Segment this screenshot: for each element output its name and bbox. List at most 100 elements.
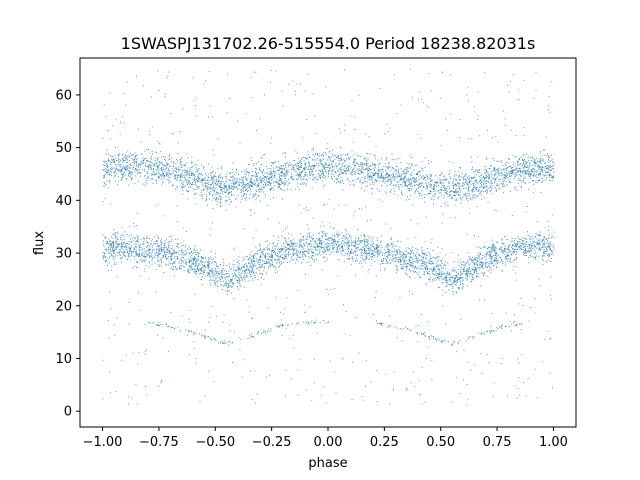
data-point: [410, 163, 412, 165]
data-point: [167, 256, 169, 258]
data-point: [421, 197, 423, 199]
data-point: [180, 161, 182, 163]
data-point: [275, 254, 276, 255]
data-point: [442, 282, 443, 284]
data-point: [509, 173, 511, 174]
data-point: [259, 188, 261, 190]
data-point: [290, 164, 292, 166]
data-point: [423, 178, 424, 180]
data-point: [485, 169, 487, 171]
data-point: [361, 240, 363, 242]
data-point: [284, 163, 286, 165]
data-point: [315, 153, 317, 155]
data-point: [318, 237, 320, 239]
data-point: [170, 241, 172, 243]
data-point: [286, 170, 288, 172]
data-point: [486, 248, 488, 250]
data-point: [155, 243, 156, 245]
data-point: [391, 180, 393, 182]
data-point: [214, 283, 216, 285]
data-point: [136, 235, 138, 237]
data-point: [358, 169, 360, 171]
data-point: [519, 167, 521, 169]
data-point: [360, 248, 362, 250]
data-point: [490, 258, 492, 259]
data-point: [486, 180, 488, 182]
data-point: [129, 243, 131, 245]
data-point: [165, 173, 167, 175]
data-point: [105, 153, 107, 155]
data-point: [408, 163, 410, 165]
data-point: [474, 258, 476, 260]
data-point: [449, 279, 451, 280]
data-point: [129, 175, 131, 177]
data-point: [102, 164, 104, 166]
data-point: [532, 180, 534, 182]
data-point: [163, 156, 165, 158]
data-point: [416, 267, 418, 269]
data-point: [297, 163, 299, 165]
data-point: [363, 234, 365, 236]
data-point: [245, 177, 247, 179]
data-point: [387, 248, 389, 250]
data-point: [163, 247, 165, 248]
data-point: [263, 187, 265, 189]
data-point: [139, 163, 141, 165]
data-point: [540, 168, 542, 170]
data-point: [369, 178, 371, 180]
data-point: [138, 180, 139, 182]
data-point: [316, 253, 318, 255]
data-point: [240, 189, 242, 191]
data-point: [497, 171, 499, 173]
data-point: [275, 177, 277, 179]
data-point: [231, 194, 233, 196]
data-point: [417, 184, 419, 186]
data-point: [479, 192, 481, 194]
data-point: [186, 170, 188, 172]
data-point: [249, 266, 250, 268]
data-point: [158, 169, 160, 171]
data-point: [181, 182, 183, 184]
data-point: [108, 169, 110, 171]
data-point: [485, 264, 487, 266]
data-point: [368, 170, 369, 171]
data-point: [425, 282, 427, 284]
data-point: [504, 172, 506, 174]
data-point: [484, 172, 486, 174]
data-point: [130, 234, 132, 236]
data-point: [366, 163, 368, 165]
data-point: [366, 253, 368, 255]
data-point: [384, 191, 386, 193]
data-point: [343, 166, 345, 168]
data-point: [120, 159, 121, 161]
data-point: [165, 264, 167, 266]
data-point: [164, 254, 166, 256]
data-point: [485, 177, 487, 179]
data-point: [245, 281, 247, 283]
data-point: [325, 162, 327, 164]
data-point: [441, 259, 443, 261]
data-point: [385, 159, 387, 161]
data-point: [408, 190, 410, 191]
data-point: [299, 244, 301, 246]
data-point: [230, 172, 232, 174]
data-point: [201, 174, 203, 176]
data-point: [209, 187, 211, 188]
data-point: [121, 243, 123, 245]
data-point: [339, 157, 340, 159]
data-point: [455, 191, 457, 193]
data-point: [325, 246, 327, 248]
data-point: [429, 193, 431, 194]
data-point: [250, 265, 252, 267]
data-point: [205, 185, 207, 187]
data-point: [416, 271, 418, 273]
data-point: [340, 182, 342, 184]
data-point: [252, 196, 254, 198]
data-point: [440, 174, 441, 176]
data-point: [529, 235, 531, 237]
data-point: [134, 258, 136, 260]
data-point: [168, 173, 170, 175]
data-point: [545, 239, 547, 240]
data-point: [413, 178, 415, 180]
data-point: [280, 255, 282, 257]
